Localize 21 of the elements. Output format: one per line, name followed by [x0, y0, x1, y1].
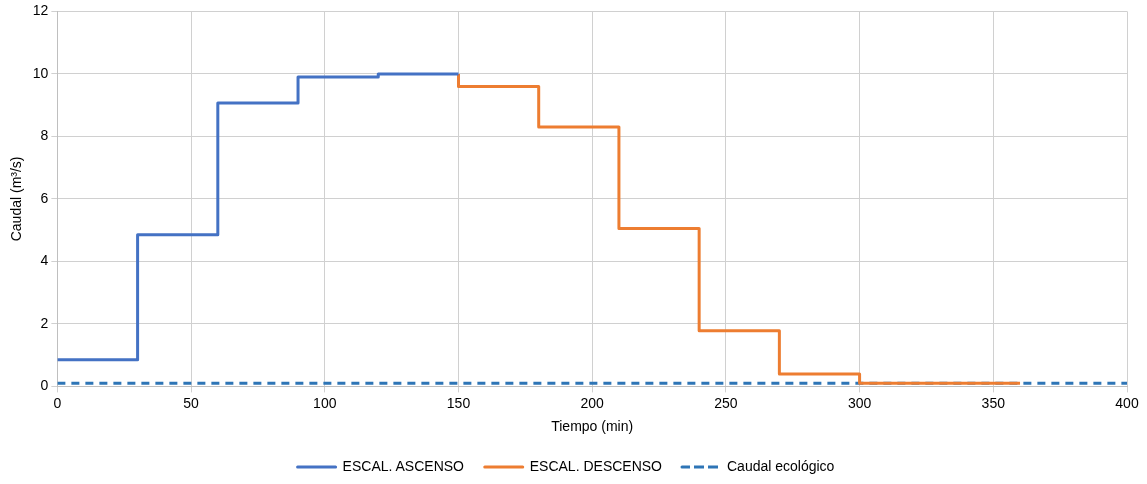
y-axis-title: Caudal (m³/s): [8, 156, 25, 242]
y-tick-label: 10: [32, 64, 49, 81]
x-axis-title: Tiempo (min): [551, 418, 634, 435]
x-tick-label: 50: [183, 394, 200, 411]
y-tick-label: 6: [40, 189, 49, 206]
legend-label: ESCAL. DESCENSO: [529, 457, 663, 474]
x-tick-label: 0: [53, 394, 62, 411]
x-tick-label: 150: [446, 394, 471, 411]
x-tick-label: 300: [847, 394, 872, 411]
y-tick-label: 0: [40, 377, 49, 394]
x-tick-label: 100: [313, 394, 337, 411]
x-tick-label: 200: [580, 394, 605, 411]
x-tick-label: 350: [981, 394, 1006, 411]
x-tick-label: 400: [1115, 394, 1139, 411]
y-tick-label: 2: [40, 314, 49, 331]
x-tick-label: 250: [714, 394, 738, 411]
legend-label: ESCAL. ASCENSO: [342, 457, 465, 474]
y-tick-label: 8: [40, 127, 49, 144]
y-tick-label: 12: [32, 2, 49, 19]
legend-label: Caudal ecológico: [727, 457, 835, 474]
y-tick-label: 4: [40, 252, 49, 269]
